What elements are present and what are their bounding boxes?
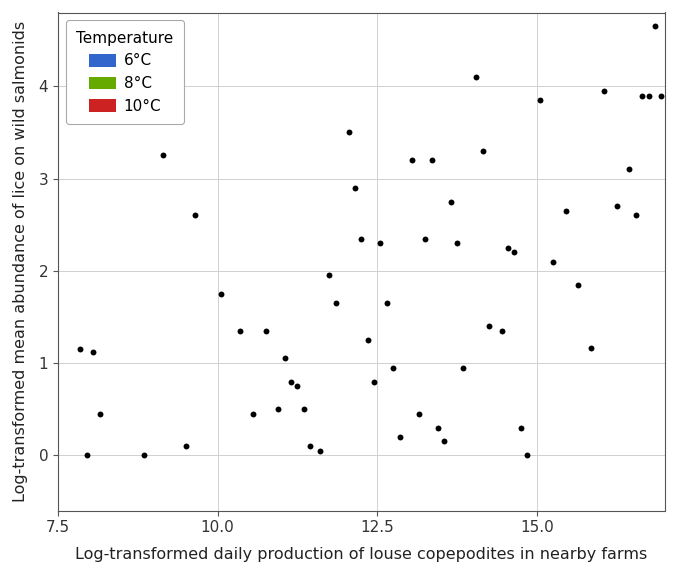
Point — [452, 239, 462, 248]
Point — [586, 344, 596, 353]
Point — [649, 22, 660, 31]
Point — [139, 451, 150, 460]
Point — [509, 248, 520, 257]
Legend: 6°C, 8°C, 10°C: 6°C, 8°C, 10°C — [66, 20, 184, 125]
Point — [471, 72, 481, 82]
Point — [215, 289, 226, 298]
Point — [637, 91, 648, 100]
Point — [611, 201, 622, 211]
Point — [362, 335, 373, 344]
Point — [81, 451, 92, 460]
Point — [324, 271, 335, 280]
Point — [190, 211, 201, 220]
Point — [439, 437, 450, 446]
Point — [356, 234, 367, 243]
Point — [375, 239, 386, 248]
Point — [314, 446, 325, 455]
Point — [407, 156, 418, 165]
Point — [158, 151, 169, 160]
Point — [445, 197, 456, 206]
Point — [573, 280, 584, 289]
Y-axis label: Log-transformed mean abundance of lice on wild salmonids: Log-transformed mean abundance of lice o… — [12, 21, 28, 502]
Point — [624, 165, 635, 174]
Point — [381, 298, 392, 308]
Point — [260, 326, 271, 335]
Point — [503, 243, 514, 253]
Point — [247, 409, 258, 418]
X-axis label: Log-transformed daily production of louse copepodites in nearby farms: Log-transformed daily production of lous… — [75, 546, 647, 561]
Point — [630, 211, 641, 220]
Point — [394, 432, 405, 441]
Point — [343, 128, 354, 137]
Point — [643, 91, 654, 100]
Point — [426, 156, 437, 165]
Point — [94, 409, 105, 418]
Point — [433, 423, 443, 432]
Point — [75, 344, 86, 354]
Point — [548, 257, 559, 266]
Point — [330, 298, 341, 308]
Point — [420, 234, 431, 243]
Point — [180, 441, 191, 451]
Point — [273, 405, 284, 414]
Point — [286, 377, 297, 386]
Point — [535, 95, 546, 104]
Point — [598, 86, 609, 95]
Point — [414, 409, 424, 418]
Point — [280, 354, 290, 363]
Point — [305, 441, 315, 451]
Point — [560, 206, 571, 215]
Point — [349, 183, 360, 192]
Point — [522, 451, 533, 460]
Point — [388, 363, 399, 373]
Point — [496, 326, 507, 335]
Point — [88, 347, 99, 356]
Point — [292, 382, 303, 391]
Point — [458, 363, 469, 373]
Point — [483, 321, 494, 331]
Point — [369, 377, 380, 386]
Point — [235, 326, 246, 335]
Point — [299, 405, 309, 414]
Point — [656, 91, 667, 100]
Point — [515, 423, 526, 432]
Point — [477, 146, 488, 156]
